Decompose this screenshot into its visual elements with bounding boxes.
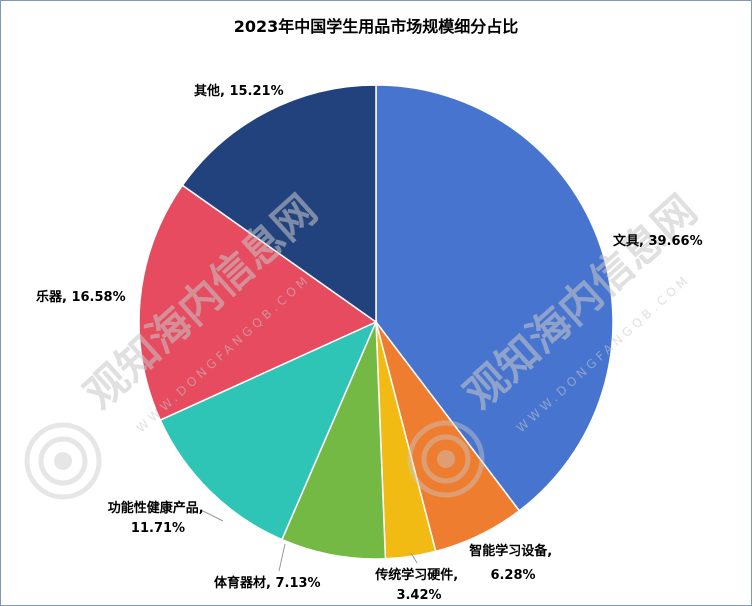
slice-label-智能学习设备: 智能学习设备, 6.28% bbox=[469, 543, 556, 583]
slice-label-功能性健康产品: 功能性健康产品, 11.71% bbox=[108, 500, 208, 536]
eye-logo-icon bbox=[407, 420, 485, 498]
pie-slice-功能性健康产品 bbox=[159, 320, 378, 541]
leader-line bbox=[410, 552, 418, 564]
leader-line bbox=[278, 543, 286, 572]
slice-labels: 文具, 39.66% 智能学习设备, 6.28% 传统学习硬件, 3.42% 体… bbox=[36, 83, 703, 603]
slice-label-乐器: 乐器, 16.58% bbox=[36, 289, 126, 305]
leader-lines bbox=[202, 510, 418, 572]
pie-slice-体育器材 bbox=[280, 321, 387, 560]
eye-logo-icon bbox=[24, 422, 102, 500]
slice-label-文具: 文具, 39.66% bbox=[613, 233, 703, 249]
slice-label-体育器材: 体育器材, 7.13% bbox=[214, 575, 321, 591]
pie-slice-文具 bbox=[375, 84, 614, 512]
pie-slice-其他 bbox=[181, 84, 377, 324]
pie-slice-乐器 bbox=[138, 184, 378, 422]
slice-label-其他: 其他, 15.21% bbox=[194, 83, 284, 99]
chart-title: 2023年中国学生用品市场规模细分占比 bbox=[233, 17, 519, 36]
slice-label-传统学习硬件: 传统学习硬件, 3.42% bbox=[374, 567, 462, 603]
leader-line bbox=[202, 510, 224, 522]
